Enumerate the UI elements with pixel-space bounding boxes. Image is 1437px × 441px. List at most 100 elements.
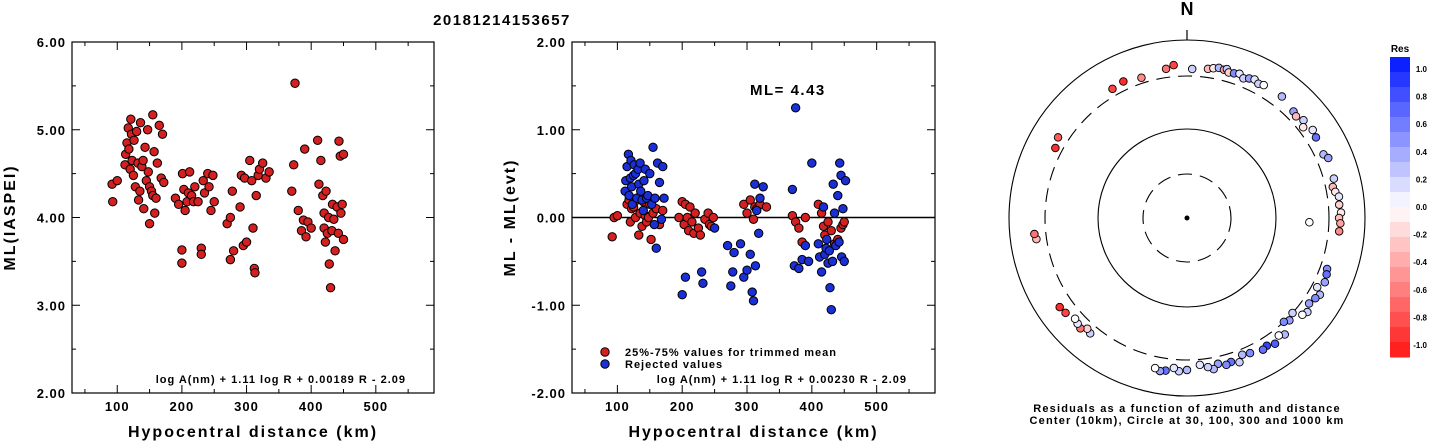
data-point: [314, 179, 324, 189]
data-point: [306, 223, 316, 233]
y-tick-label: -2.00: [531, 386, 566, 401]
data-point: [330, 246, 340, 256]
data-point: [245, 155, 255, 166]
data-point: [184, 167, 195, 177]
data-point-rejected: [735, 239, 746, 249]
data-point: [250, 268, 260, 278]
residual-point: [1334, 200, 1344, 209]
y-axis-label: ML(IASPEI): [2, 164, 19, 270]
data-point-trimmed: [685, 202, 695, 212]
figure-title: 20181214153657: [433, 12, 571, 29]
data-point: [196, 249, 206, 260]
x-tick-label: 500: [363, 399, 388, 414]
residual-point: [1270, 339, 1280, 348]
x-tick-label: 200: [170, 399, 195, 414]
data-point: [329, 214, 339, 224]
data-point-rejected: [839, 256, 849, 267]
data-point-rejected: [747, 287, 757, 297]
data-point-rejected: [638, 205, 649, 216]
data-point-trimmed: [794, 223, 804, 233]
data-point: [289, 160, 299, 170]
colorbar-cell: [1390, 207, 1410, 223]
distance-ring: [1142, 173, 1232, 263]
y-axis-label: ML - ML(evt): [502, 159, 519, 277]
residual-point: [1279, 317, 1289, 327]
data-point-rejected: [728, 267, 738, 277]
colorbar-label: 1.0: [1416, 65, 1428, 74]
data-point: [337, 199, 347, 210]
data-point: [148, 110, 158, 120]
colorbar-cell: [1390, 132, 1410, 148]
data-point: [159, 177, 169, 188]
residual-point: [1274, 331, 1284, 340]
data-point-trimmed: [634, 230, 644, 240]
data-point-rejected: [813, 239, 824, 249]
data-point-rejected: [790, 103, 801, 113]
colorbar-cell: [1390, 312, 1410, 328]
data-point: [177, 258, 187, 268]
data-point: [300, 144, 310, 154]
residual-point: [1053, 133, 1063, 142]
residual-point: [1182, 365, 1192, 375]
plot-frame: [71, 41, 435, 394]
data-point: [334, 136, 344, 146]
data-point-trimmed: [839, 217, 849, 227]
data-point-rejected: [827, 256, 838, 267]
data-point-rejected: [645, 168, 655, 179]
colorbar-cell: [1390, 297, 1410, 313]
data-point: [338, 234, 349, 245]
residual-point: [1169, 60, 1178, 70]
data-point: [290, 78, 300, 88]
data-point: [131, 126, 142, 137]
data-point: [208, 170, 218, 181]
data-point-rejected: [729, 247, 739, 258]
colorbar-label: -0.4: [1413, 258, 1427, 267]
colorbar-cell: [1390, 102, 1410, 118]
residual-point: [1195, 360, 1205, 370]
data-point-rejected: [748, 296, 759, 306]
colorbar-cell: [1390, 282, 1410, 298]
data-point-rejected: [698, 278, 708, 289]
data-point: [108, 197, 118, 207]
data-point: [336, 208, 346, 218]
y-tick-label: 6.00: [37, 35, 66, 50]
x-tick-label: 400: [799, 399, 824, 414]
data-point-rejected: [636, 186, 646, 196]
data-point-rejected: [787, 184, 798, 195]
panel-ml-vs-distance: 100 200 300 400 500 2.00 3.00 4.00 5.00 6.00 Hypoc…: [2, 35, 435, 441]
residual-point: [1329, 174, 1339, 183]
data-point-rejected: [709, 223, 720, 233]
data-point-trimmed: [687, 217, 697, 227]
data-point: [143, 167, 153, 177]
data-point: [157, 129, 168, 139]
data-point: [133, 195, 144, 205]
data-point: [142, 125, 153, 135]
data-point: [338, 149, 349, 160]
data-point-rejected: [680, 272, 691, 282]
data-point-rejected: [648, 142, 658, 153]
data-point: [209, 197, 219, 207]
formula-label: log A(nm) + 1.11 log R + 0.00230 R - 2.0…: [657, 374, 907, 386]
data-point: [316, 155, 326, 166]
residual-point: [1061, 308, 1070, 318]
residual-point: [1299, 116, 1308, 125]
colorbar-cell: [1390, 87, 1410, 103]
residual-point: [1324, 153, 1333, 163]
colorbar-cell: [1390, 222, 1410, 238]
distance-ring: [1097, 128, 1277, 308]
data-point-trimmed: [708, 212, 719, 223]
residual-point: [1108, 84, 1117, 94]
y-tick-label: 2.00: [37, 386, 66, 401]
residual-point: [1187, 64, 1197, 74]
colorbar-label: 0.0: [1416, 203, 1428, 212]
colorbar-cell: [1390, 117, 1410, 133]
data-point-trimmed: [800, 212, 811, 223]
data-point: [190, 182, 200, 192]
data-point: [324, 259, 334, 269]
distance-ring: [1044, 75, 1330, 361]
data-point-rejected: [696, 267, 707, 277]
residual-point: [1222, 360, 1231, 370]
x-tick-label: 300: [234, 399, 259, 414]
data-point-trimmed: [745, 195, 755, 205]
